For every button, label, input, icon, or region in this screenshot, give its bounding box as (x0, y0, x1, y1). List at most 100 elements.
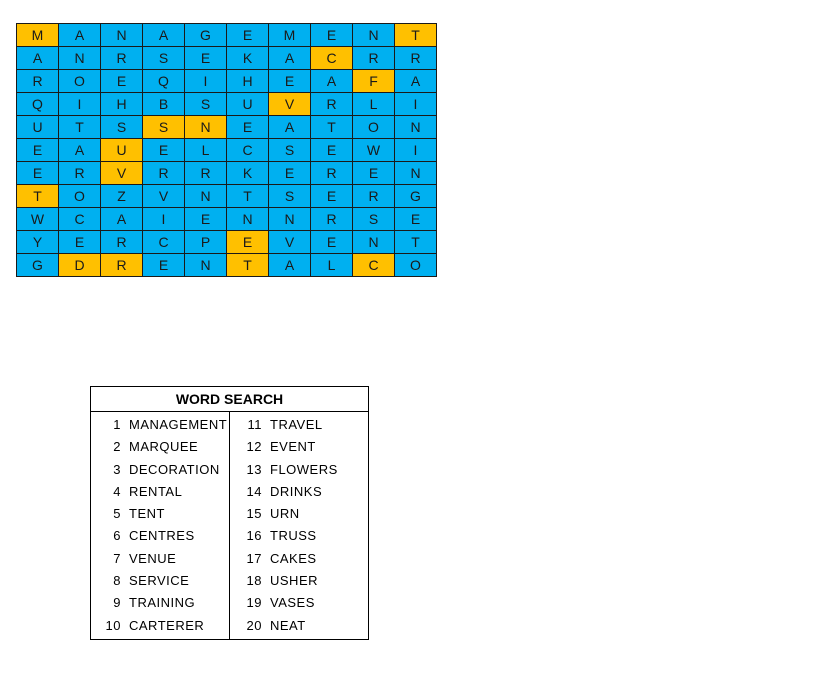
word-number: 11 (247, 417, 262, 432)
grid-cell: V (268, 230, 311, 254)
grid-cell: Q (142, 69, 185, 93)
word-number: 14 (246, 483, 262, 499)
grid-cell: N (184, 115, 227, 139)
grid-cell: S (142, 46, 185, 70)
grid-cell: P (184, 230, 227, 254)
grid-cell: R (100, 46, 143, 70)
grid-cell: A (58, 23, 101, 47)
word-text: CAKES (270, 550, 317, 566)
grid-cell: N (352, 230, 395, 254)
word-number: 16 (246, 528, 262, 544)
grid-cell: I (58, 92, 101, 116)
word-text: TRAINING (129, 595, 196, 611)
grid-cell: N (394, 115, 437, 139)
word-number: 5 (113, 506, 121, 522)
grid-cell: R (100, 230, 143, 254)
grid-cell: O (394, 253, 437, 277)
word-number: 4 (113, 483, 121, 499)
grid-cell: K (226, 161, 269, 185)
grid-cell: I (142, 207, 185, 231)
grid-cell: S (142, 115, 185, 139)
grid-cell: E (226, 23, 269, 47)
word-text: FLOWERS (270, 461, 338, 477)
grid-cell: R (184, 161, 227, 185)
grid-cell: U (226, 92, 269, 116)
word-list-item: 5 TENT (91, 503, 229, 525)
grid-cell: R (310, 161, 353, 185)
grid-cell: N (184, 184, 227, 208)
word-list-item: 14 DRINKS (230, 481, 368, 503)
grid-cell: T (226, 184, 269, 208)
word-number: 1 (113, 417, 121, 432)
grid-cell: R (16, 69, 59, 93)
word-list-column-left: 1 MANAGEMENT 2 MARQUEE 3 DECORATION 4 RENTAL 5 TE… (91, 412, 230, 639)
grid-cell: O (58, 184, 101, 208)
grid-cell: S (100, 115, 143, 139)
word-number: 13 (246, 461, 262, 477)
word-text: CENTRES (129, 528, 195, 544)
grid-cell: V (100, 161, 143, 185)
grid-cell: S (352, 207, 395, 231)
grid-cell: I (394, 138, 437, 162)
grid-cell: N (100, 23, 143, 47)
grid-cell: T (16, 184, 59, 208)
grid-cell: R (310, 92, 353, 116)
grid-cell: A (58, 138, 101, 162)
word-list-item: 10 CARTERER (91, 615, 229, 637)
grid-cell: E (58, 230, 101, 254)
word-list-item: 13 FLOWERS (230, 459, 368, 481)
word-number: 17 (246, 550, 262, 566)
grid-cell: N (394, 161, 437, 185)
word-text: MANAGEMENT (129, 417, 228, 432)
word-text: TRUSS (270, 528, 317, 544)
grid-cell: R (352, 184, 395, 208)
grid-cell: H (226, 69, 269, 93)
grid-cell: T (394, 23, 437, 47)
grid-cell: R (58, 161, 101, 185)
word-list-item: 6 CENTRES (91, 525, 229, 547)
word-list-item: 1 MANAGEMENT (91, 414, 229, 436)
grid-cell: R (352, 46, 395, 70)
grid-cell: C (226, 138, 269, 162)
grid-cell: R (142, 161, 185, 185)
grid-cell: N (226, 207, 269, 231)
word-text: URN (270, 506, 300, 522)
word-list-item: 20 NEAT (230, 615, 368, 637)
word-number: 3 (113, 461, 121, 477)
grid-cell: M (16, 23, 59, 47)
grid-cell: S (268, 184, 311, 208)
grid-cell: G (184, 23, 227, 47)
grid-cell: N (268, 207, 311, 231)
grid-cell: E (184, 46, 227, 70)
grid-cell: V (268, 92, 311, 116)
grid-cell: W (16, 207, 59, 231)
grid-cell: E (16, 138, 59, 162)
word-list-item: 12 EVENT (230, 436, 368, 458)
word-list-item: 15 URN (230, 503, 368, 525)
grid-cell: N (184, 253, 227, 277)
word-text: DECORATION (129, 461, 220, 477)
word-list-column-right: 11 TRAVEL 12 EVENT 13 FLOWERS 14 DRINKS 15 URN 16 T… (230, 412, 368, 639)
grid-cell: C (58, 207, 101, 231)
grid-cell: A (268, 46, 311, 70)
grid-cell: S (184, 92, 227, 116)
grid-cell: C (310, 46, 353, 70)
grid-cell: T (310, 115, 353, 139)
grid-cell: E (394, 207, 437, 231)
grid-cell: E (268, 161, 311, 185)
word-text: NEAT (270, 617, 306, 633)
grid-cell: N (58, 46, 101, 70)
word-text: CARTERER (129, 617, 205, 633)
word-number: 15 (246, 506, 262, 522)
word-list-item: 19 VASES (230, 592, 368, 614)
word-text: VASES (270, 595, 315, 611)
word-text: TENT (129, 506, 165, 522)
grid-cell: A (16, 46, 59, 70)
grid-cell: E (226, 230, 269, 254)
